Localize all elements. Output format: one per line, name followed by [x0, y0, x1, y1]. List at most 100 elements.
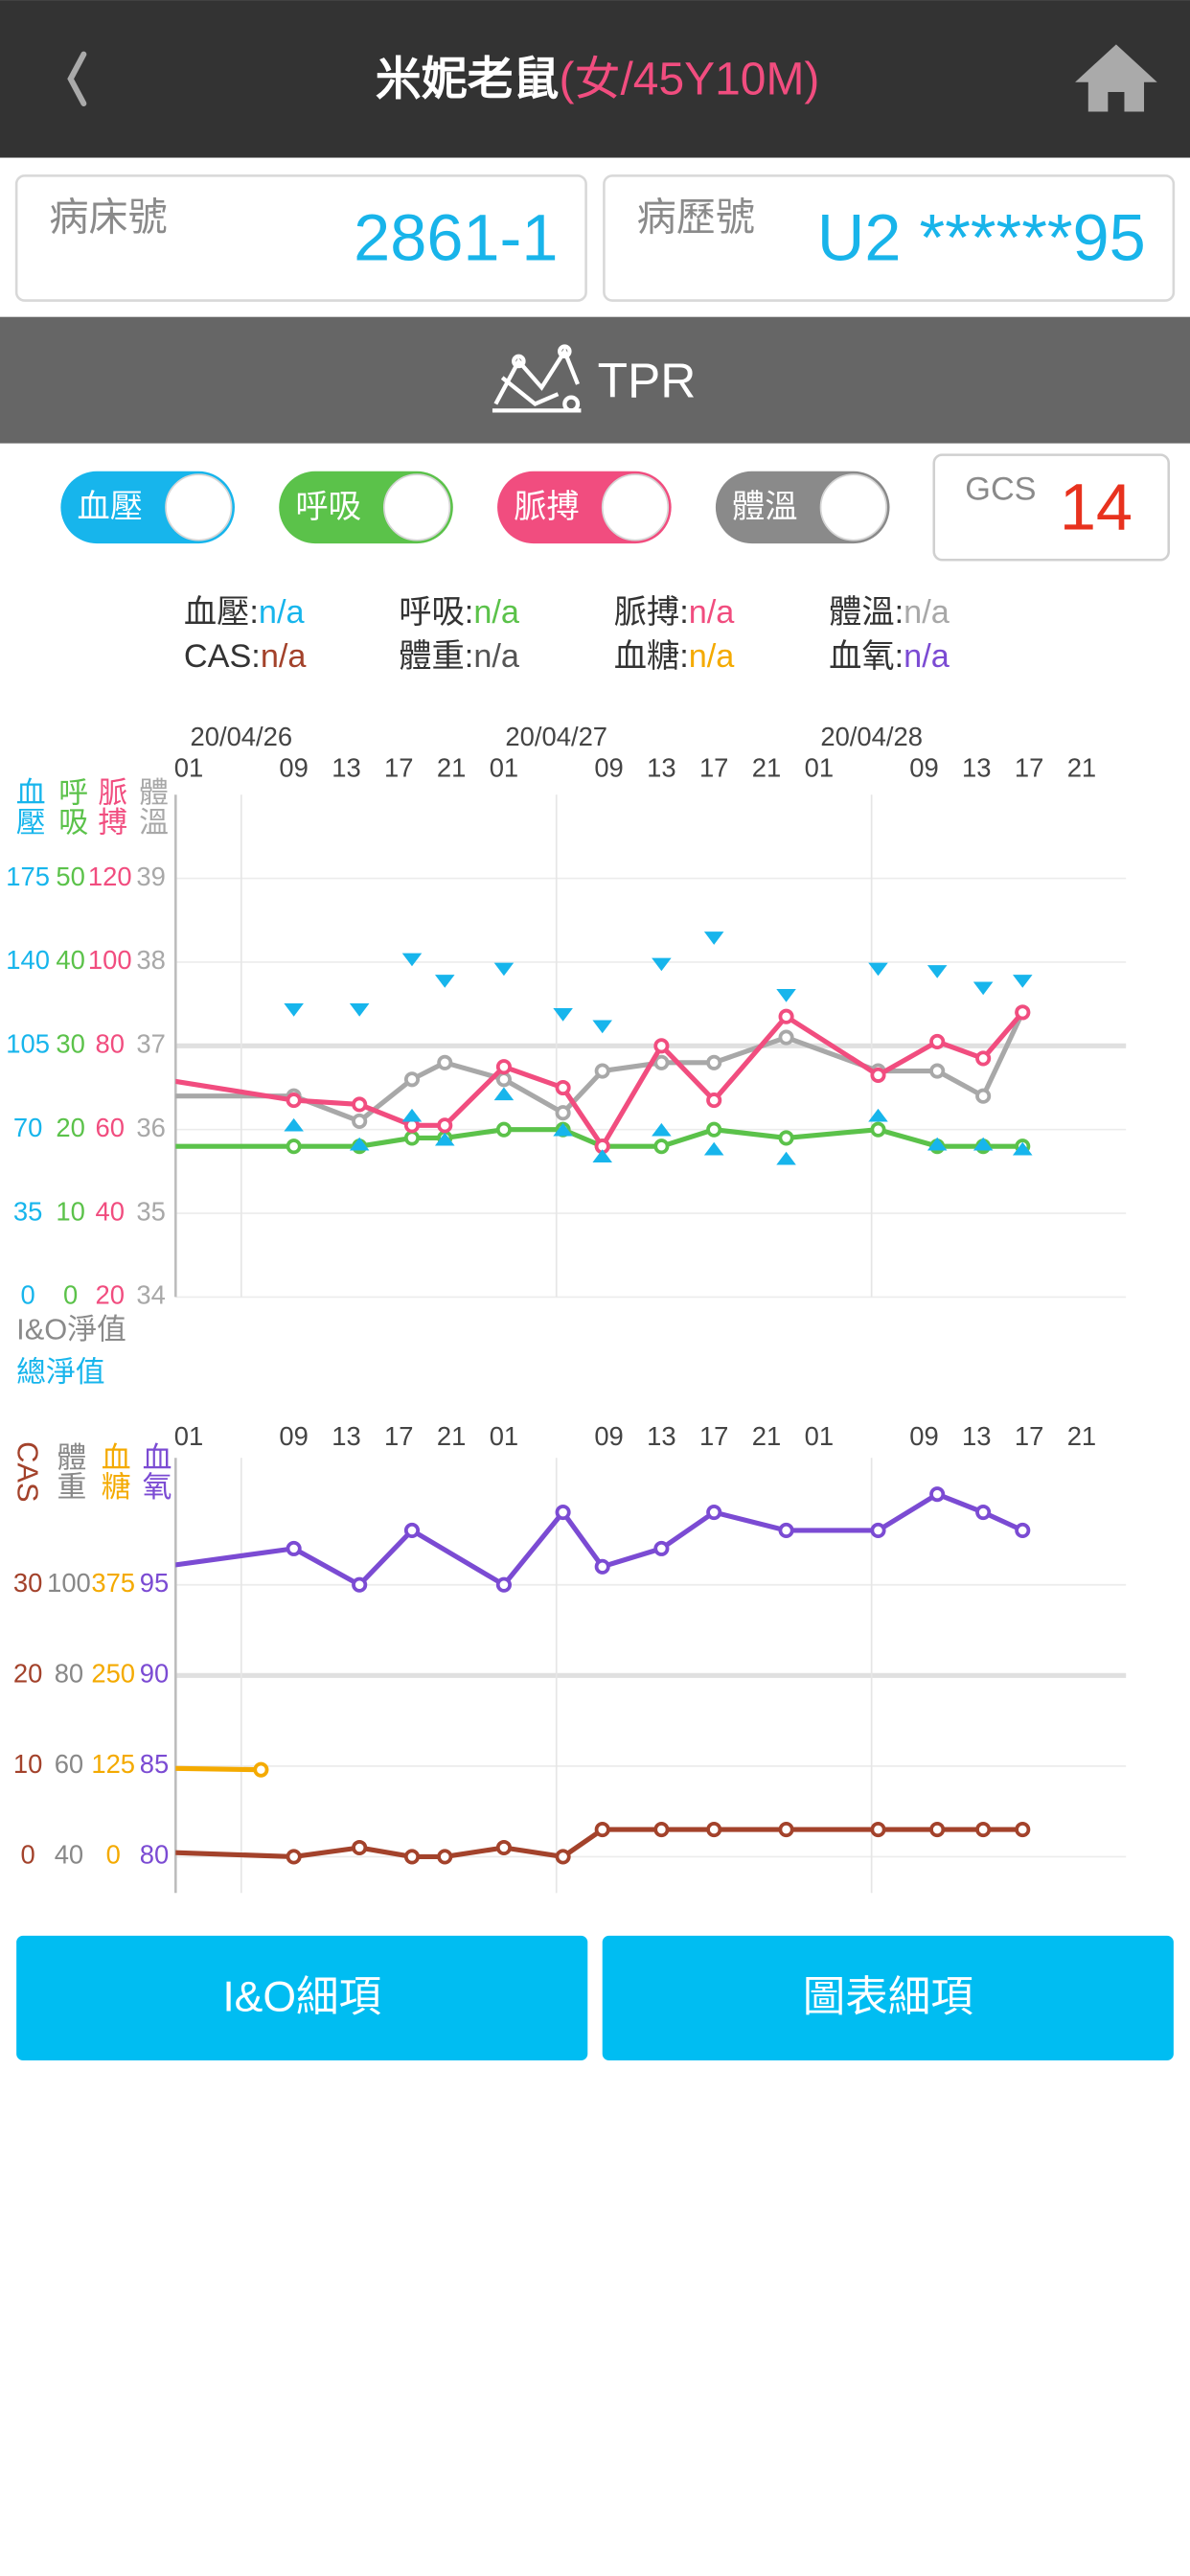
y-tick-label: 35: [136, 1196, 165, 1226]
y-tick-label: 35: [13, 1196, 42, 1226]
point: [929, 1822, 946, 1838]
section-title: TPR: [598, 353, 697, 408]
action-button[interactable]: [602, 1935, 1174, 2061]
point: [156, 1073, 168, 1085]
point: [495, 1576, 512, 1593]
x-tick-label: 21: [752, 753, 781, 783]
toggle-knob: [601, 473, 670, 541]
x-tick-label: 01: [490, 753, 518, 783]
axis-name: CAS: [11, 1441, 45, 1502]
series: [284, 932, 1033, 1034]
tpr-icon: [492, 344, 582, 413]
y-tick-label: 105: [6, 1029, 50, 1059]
point: [975, 1822, 992, 1838]
y-tick-label: 85: [140, 1749, 169, 1779]
toggle-knob: [819, 473, 887, 541]
summary-item: CAS:n/a: [184, 638, 308, 675]
x-tick-label: 21: [437, 753, 466, 783]
point: [929, 1063, 946, 1079]
home-button[interactable]: [1075, 44, 1157, 112]
header-bar: [0, 0, 1190, 158]
date-label: 20/04/28: [820, 722, 923, 751]
bp-marker: [868, 962, 888, 977]
point: [929, 1486, 946, 1503]
summary-value: n/a: [689, 594, 736, 631]
y-tick-label: 10: [13, 1749, 42, 1779]
bp-marker: [776, 989, 796, 1002]
x-tick-label: 17: [699, 753, 728, 783]
summary-label: 呼吸:: [399, 594, 473, 631]
point: [495, 1071, 512, 1088]
x-tick-label: 21: [1067, 753, 1096, 783]
y-tick-label: 20: [56, 1113, 84, 1142]
icon-dot: [562, 395, 581, 413]
card-label: 病床號: [49, 195, 167, 239]
y-tick-label: 20: [96, 1280, 125, 1310]
point: [1015, 1822, 1031, 1838]
series: [175, 1004, 1031, 1130]
point: [706, 1121, 722, 1138]
point: [594, 1558, 610, 1575]
point: [286, 1849, 302, 1865]
bp-marker: [349, 1003, 370, 1017]
x-tick-label: 21: [1067, 1421, 1096, 1451]
point: [778, 1008, 794, 1024]
point: [403, 1071, 421, 1088]
x-tick-label: 09: [909, 1421, 938, 1451]
y-tick-label: 120: [88, 862, 132, 891]
summary-label: 血壓:: [184, 594, 259, 631]
summary-item: 呼吸:n/a: [399, 594, 520, 631]
x-tick-label: 17: [1015, 1421, 1043, 1451]
patient-name: 米妮老鼠: [376, 54, 560, 104]
x-tick-label: 01: [805, 1421, 834, 1451]
bp-marker: [927, 1137, 948, 1151]
bp-marker: [703, 932, 724, 945]
point: [1015, 1522, 1031, 1539]
point: [555, 1849, 571, 1865]
summary-item: 血壓:n/a: [184, 594, 306, 631]
series-line: [175, 1765, 262, 1773]
back-button[interactable]: [67, 51, 87, 106]
point: [352, 1113, 368, 1130]
summary-value: n/a: [473, 594, 520, 631]
summary-value: n/a: [259, 594, 306, 631]
series: [175, 1486, 1031, 1593]
point: [653, 1054, 670, 1070]
bp-marker: [973, 981, 994, 996]
y-tick-label: 90: [140, 1659, 169, 1689]
bp-marker: [652, 1122, 672, 1137]
summary-label: 脈搏:: [614, 594, 689, 631]
bp-marker: [401, 1108, 423, 1122]
point: [706, 1092, 722, 1109]
y-tick-label: 30: [56, 1029, 84, 1059]
point: [495, 1839, 512, 1856]
summary-value: n/a: [473, 638, 520, 675]
icon-dot: [558, 344, 572, 358]
x-tick-label: 13: [647, 1421, 675, 1451]
point: [253, 1761, 269, 1778]
y-tick-label: 20: [13, 1659, 42, 1689]
bp-marker: [493, 1087, 515, 1101]
bp-marker: [1012, 1141, 1033, 1156]
point: [437, 1054, 453, 1070]
point: [706, 1505, 722, 1521]
point: [403, 1522, 421, 1539]
point: [555, 1105, 571, 1121]
y-tick-label: 30: [13, 1568, 42, 1598]
series: [156, 1004, 1031, 1155]
info-card: [14, 174, 587, 302]
point: [286, 1092, 302, 1109]
point: [594, 1822, 610, 1838]
point: [870, 1067, 886, 1083]
action-button[interactable]: [16, 1935, 588, 2061]
point: [870, 1522, 886, 1539]
toggle-label: 呼吸: [295, 489, 361, 525]
y-tick-label: 95: [140, 1568, 169, 1598]
bp-marker: [401, 953, 423, 967]
x-tick-label: 17: [384, 1421, 413, 1451]
point: [870, 1121, 886, 1138]
summary-label: 體溫:: [829, 594, 904, 631]
axis-name: 脈搏: [93, 776, 126, 836]
x-tick-label: 01: [174, 1421, 203, 1451]
point: [352, 1839, 368, 1856]
